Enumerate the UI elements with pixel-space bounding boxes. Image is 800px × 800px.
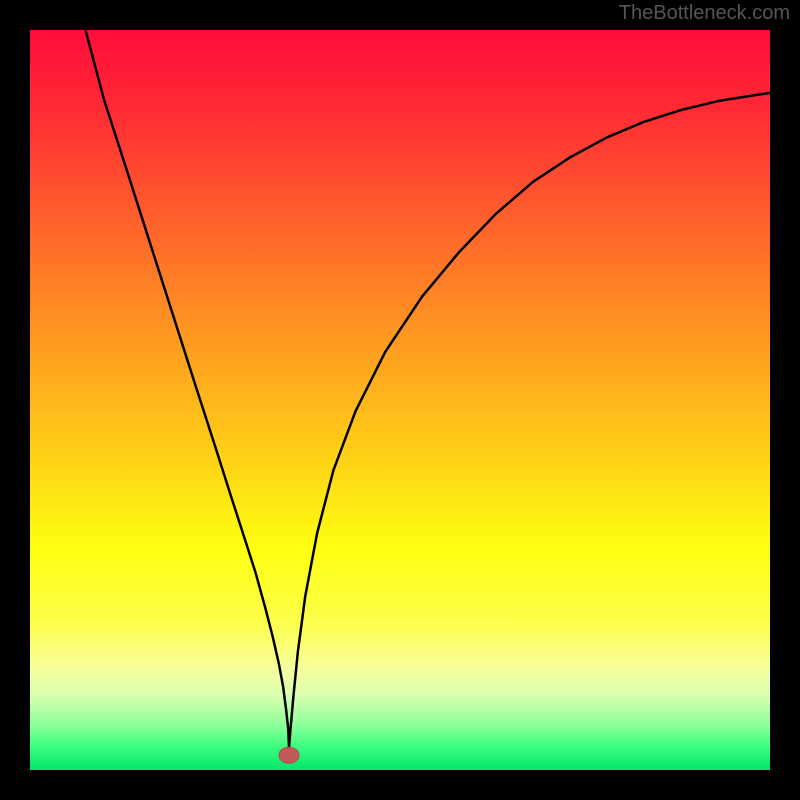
watermark-text: TheBottleneck.com <box>619 2 790 25</box>
plot-area <box>30 30 770 770</box>
minimum-marker <box>279 747 299 763</box>
bottleneck-curve <box>30 30 770 770</box>
curve-path <box>86 30 771 748</box>
